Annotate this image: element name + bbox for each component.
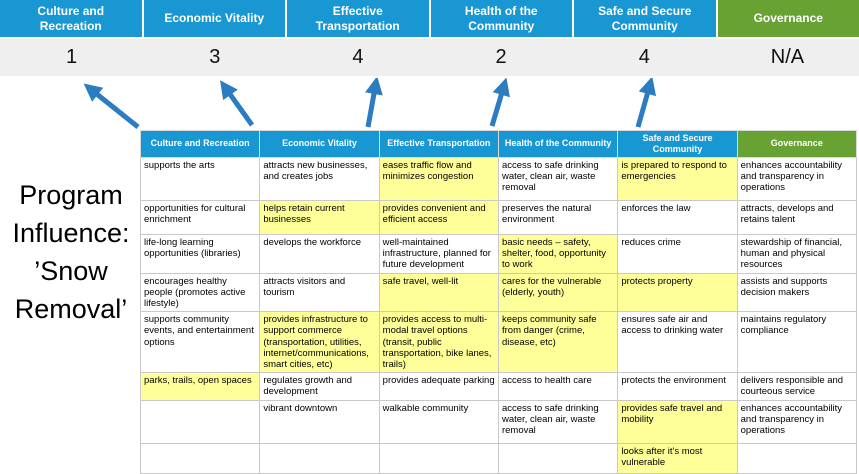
table-cell: provides infrastructure to support comme… xyxy=(260,312,379,373)
scoreboard-header-label: Health of the Community xyxy=(439,4,565,34)
table-cell xyxy=(141,443,260,473)
table-cell xyxy=(260,443,379,473)
table-cell: eases traffic flow and minimizes congest… xyxy=(379,157,498,200)
table-cell: attracts, develops and retains talent xyxy=(737,200,856,234)
table-cell xyxy=(141,400,260,443)
page-title: Program Influence: ’Snow Removal’ xyxy=(0,176,142,328)
table-cell xyxy=(737,443,856,473)
up-arrow-icon xyxy=(368,88,375,127)
score-effective-transportation: 4 xyxy=(286,39,429,76)
score-culture-recreation: 1 xyxy=(0,39,143,76)
table-row: life-long learning opportunities (librar… xyxy=(141,234,857,273)
table-cell: provides safe travel and mobility xyxy=(618,400,737,443)
table-cell: keeps community safe from danger (crime,… xyxy=(498,312,617,373)
column-header: Effective Transportation xyxy=(379,131,498,158)
table-cell: supports community events, and entertain… xyxy=(141,312,260,373)
table-row: looks after it's most vulnerable xyxy=(141,443,857,473)
score-economic-vitality: 3 xyxy=(143,39,286,76)
table-cell: protects property xyxy=(618,273,737,312)
table-row: supports community events, and entertain… xyxy=(141,312,857,373)
table-cell: provides access to multi-modal travel op… xyxy=(379,312,498,373)
scoreboard-header-economic-vitality: Economic Vitality xyxy=(144,0,286,37)
scoreboard-header-culture-recreation: Culture and Recreation xyxy=(0,0,142,37)
table-cell: regulates growth and development xyxy=(260,373,379,400)
table-cell: supports the arts xyxy=(141,157,260,200)
table-cell: access to safe drinking water, clean air… xyxy=(498,400,617,443)
table-cell: provides adequate parking xyxy=(379,373,498,400)
table-cell: delivers responsible and courteous servi… xyxy=(737,373,856,400)
score-safe-secure: 4 xyxy=(573,39,716,76)
up-arrow-icon xyxy=(93,91,138,127)
table-cell: attracts visitors and tourism xyxy=(260,273,379,312)
table-cell: opportunities for cultural enrichment xyxy=(141,200,260,234)
table-cell: looks after it's most vulnerable xyxy=(618,443,737,473)
up-arrow-icon xyxy=(492,89,503,126)
column-header: Safe and Secure Community xyxy=(618,131,737,158)
table-cell: attracts new businesses, and creates job… xyxy=(260,157,379,200)
scoreboard-header-label: Culture and Recreation xyxy=(8,4,134,34)
scoreboard-header-label: Effective Transportation xyxy=(295,4,421,34)
table-cell: encourages healthy people (promotes acti… xyxy=(141,273,260,312)
table-cell: maintains regulatory compliance xyxy=(737,312,856,373)
scoreboard-header-health-community: Health of the Community xyxy=(431,0,573,37)
scoreboard-header-label: Economic Vitality xyxy=(164,11,264,26)
column-header: Economic Vitality xyxy=(260,131,379,158)
scoreboard-header-band: Culture and Recreation Economic Vitality… xyxy=(0,0,859,37)
score-governance: N/A xyxy=(716,39,859,76)
table-cell: basic needs – safety, shelter, food, opp… xyxy=(498,234,617,273)
table-cell: cares for the vulnerable (elderly, youth… xyxy=(498,273,617,312)
column-header: Culture and Recreation xyxy=(141,131,260,158)
table-cell xyxy=(379,443,498,473)
column-header: Governance xyxy=(737,131,856,158)
table-cell: reduces crime xyxy=(618,234,737,273)
table-cell: safe travel, well-lit xyxy=(379,273,498,312)
table-cell: access to safe drinking water, clean air… xyxy=(498,157,617,200)
arrows-layer xyxy=(0,78,859,132)
up-arrow-icon xyxy=(638,88,649,127)
table-cell: parks, trails, open spaces xyxy=(141,373,260,400)
table-cell: is prepared to respond to emergencies xyxy=(618,157,737,200)
scoreboard-header-safe-secure: Safe and Secure Community xyxy=(574,0,716,37)
table-cell: develops the workforce xyxy=(260,234,379,273)
table-cell: preserves the natural environment xyxy=(498,200,617,234)
table-cell: access to health care xyxy=(498,373,617,400)
table-cell: helps retain current businesses xyxy=(260,200,379,234)
table-cell: walkable community xyxy=(379,400,498,443)
table-cell: vibrant downtown xyxy=(260,400,379,443)
table-cell: enhances accountability and transparency… xyxy=(737,400,856,443)
score-band: 1 3 4 2 4 N/A xyxy=(0,39,859,76)
table-cell: enforces the law xyxy=(618,200,737,234)
table-cell: protects the environment xyxy=(618,373,737,400)
up-arrow-icon xyxy=(227,90,252,125)
scoreboard-header-effective-transportation: Effective Transportation xyxy=(287,0,429,37)
table-cell: well-maintained infrastructure, planned … xyxy=(379,234,498,273)
table-cell xyxy=(498,443,617,473)
score-health-community: 2 xyxy=(430,39,573,76)
column-header: Health of the Community xyxy=(498,131,617,158)
table-cell: ensures safe air and access to drinking … xyxy=(618,312,737,373)
table-cell: assists and supports decision makers xyxy=(737,273,856,312)
table-row: encourages healthy people (promotes acti… xyxy=(141,273,857,312)
scoreboard-header-governance: Governance xyxy=(718,0,859,37)
scoreboard-header-label: Safe and Secure Community xyxy=(582,4,708,34)
table-cell: stewardship of financial, human and phys… xyxy=(737,234,856,273)
scoreboard-header-label: Governance xyxy=(754,11,823,26)
table-cell: life-long learning opportunities (librar… xyxy=(141,234,260,273)
table-cell: provides convenient and efficient access xyxy=(379,200,498,234)
table-cell: enhances accountability and transparency… xyxy=(737,157,856,200)
